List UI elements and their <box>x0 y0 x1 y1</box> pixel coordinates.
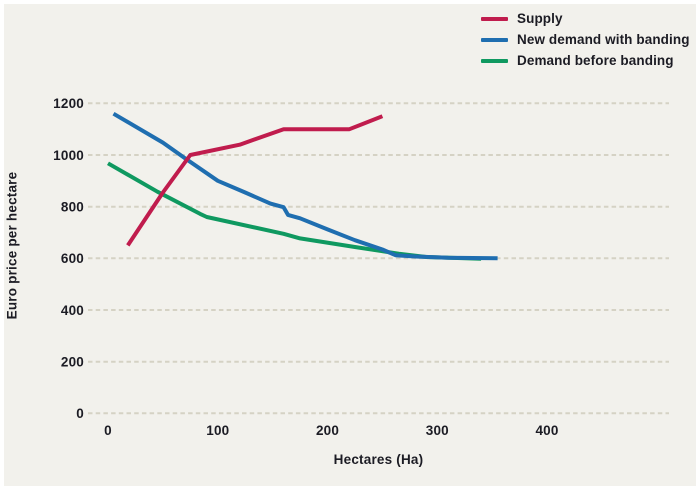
legend-swatch-demand-before-banding <box>481 58 508 63</box>
y-axis-title: Euro price per hectare <box>4 171 20 320</box>
y-tick-label: 1000 <box>53 148 84 163</box>
legend-item-supply: Supply <box>481 8 690 29</box>
series-supply-line <box>126 114 384 247</box>
y-tick-label: 600 <box>61 251 84 266</box>
legend-item-demand-before-banding: Demand before banding <box>481 50 690 71</box>
legend: Supply New demand with banding Demand befo… <box>481 8 690 71</box>
legend-label: Supply <box>517 11 563 26</box>
chart-canvas: 0 200 400 600 800 1000 1200 0 100 200 300 400 Euro … <box>4 4 696 486</box>
y-tick-label: 0 <box>76 406 84 421</box>
y-tick-label: 200 <box>61 355 84 370</box>
series-demand-before-banding-line <box>107 161 482 261</box>
series-new-demand-with-banding-line <box>112 111 498 261</box>
x-tick-label: 200 <box>316 423 339 438</box>
x-tick-label: 100 <box>206 423 229 438</box>
x-tick-label: 0 <box>104 423 112 438</box>
legend-swatch-supply <box>481 16 508 21</box>
legend-swatch-new-demand-with-banding <box>481 37 508 42</box>
x-axis-title: Hectares (Ha) <box>333 452 424 467</box>
legend-label: Demand before banding <box>517 53 674 68</box>
y-tick-label: 400 <box>61 303 84 318</box>
y-tick-label: 1200 <box>53 96 84 111</box>
legend-label: New demand with banding <box>517 32 690 47</box>
y-tick-label: 800 <box>61 200 84 215</box>
legend-item-new-demand-with-banding: New demand with banding <box>481 29 690 50</box>
x-tick-label: 400 <box>535 423 558 438</box>
x-tick-label: 300 <box>426 423 449 438</box>
